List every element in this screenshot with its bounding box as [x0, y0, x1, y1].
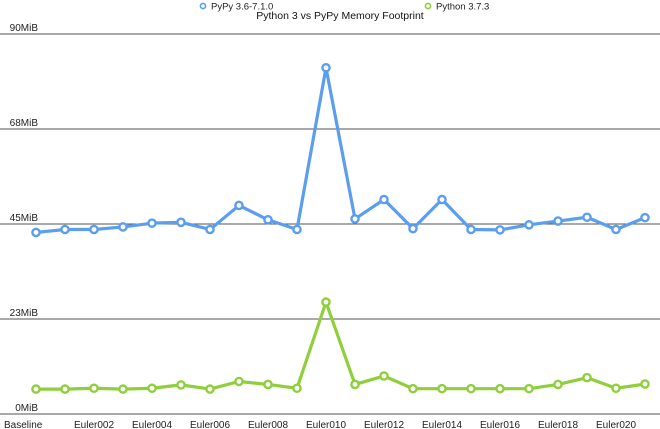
data-point [611, 224, 621, 235]
y-tick-label: 68MiB [10, 118, 39, 129]
series-0 [31, 62, 650, 238]
data-point [263, 379, 273, 390]
x-tick-label: Euler004 [132, 420, 172, 429]
data-point [147, 383, 157, 394]
legend-label: Python 3.7.3 [436, 2, 489, 13]
data-point [321, 297, 331, 307]
data-point [611, 383, 621, 394]
data-point [582, 372, 592, 383]
data-point [379, 371, 389, 381]
data-point [582, 212, 592, 223]
data-point [176, 380, 186, 390]
data-point [89, 224, 99, 235]
series-line [34, 66, 647, 235]
series-1 [31, 297, 650, 394]
data-point [205, 384, 215, 394]
x-tick-label: Euler008 [248, 420, 288, 429]
x-tick-label: Euler020 [596, 420, 636, 429]
data-point [437, 194, 447, 205]
data-point [524, 383, 534, 394]
data-point [31, 227, 41, 238]
x-tick-label: Euler006 [190, 420, 230, 429]
series-line [34, 300, 647, 391]
data-point [147, 218, 157, 228]
legend-label: PyPy 3.6-7.1.0 [211, 2, 273, 13]
data-point [640, 212, 650, 223]
data-point [60, 224, 70, 235]
data-point [350, 379, 360, 390]
data-point [350, 214, 360, 224]
data-point [205, 224, 215, 235]
legend-marker [199, 2, 207, 10]
legend-item: PyPy 3.6-7.1.0 [199, 2, 273, 13]
data-point [263, 214, 273, 225]
legend-item: Python 3.7.3 [424, 2, 489, 13]
data-point [89, 383, 99, 394]
x-tick-label: Euler002 [74, 420, 114, 429]
data-point [408, 223, 418, 234]
data-point [31, 384, 41, 394]
x-axis: Baseline Euler002 Euler004 Euler006 Euler008… [4, 420, 636, 429]
data-point [495, 383, 505, 394]
data-point [466, 383, 476, 394]
y-tick-label: 0MiB [15, 403, 38, 414]
legend: PyPy 3.6-7.1.0 Python 3.7.3 [199, 2, 489, 13]
y-tick-label: 90MiB [10, 23, 39, 34]
data-point [321, 62, 331, 73]
chart-title: Python 3 vs PyPy Memory Footprint [256, 10, 424, 22]
x-tick-label: Euler010 [306, 420, 346, 429]
data-point [524, 220, 534, 230]
x-tick-label: Euler016 [480, 420, 520, 429]
data-point [437, 383, 447, 394]
x-tick-label: Baseline [4, 420, 43, 429]
x-tick-label: Euler014 [422, 420, 462, 429]
series-layer [31, 62, 650, 394]
data-point [118, 222, 128, 232]
x-tick-label: Euler018 [538, 420, 578, 429]
data-point [292, 383, 302, 394]
data-point [292, 224, 302, 235]
data-point [60, 384, 70, 394]
data-point [234, 200, 244, 211]
data-point [640, 379, 650, 389]
y-axis: 0MiB 23MiB 45MiB 68MiB 90MiB [10, 23, 39, 414]
data-point [176, 217, 186, 228]
data-point [495, 225, 505, 235]
data-point [379, 194, 389, 205]
y-tick-label: 23MiB [10, 308, 39, 319]
x-tick-label: Euler012 [364, 420, 404, 429]
data-point [466, 224, 476, 235]
data-point [553, 379, 563, 390]
data-point [408, 383, 418, 394]
data-point [553, 216, 563, 226]
data-point [234, 376, 244, 387]
legend-marker [424, 2, 432, 10]
data-point [118, 384, 128, 394]
y-tick-label: 45MiB [10, 213, 39, 224]
gridlines [0, 33, 660, 415]
